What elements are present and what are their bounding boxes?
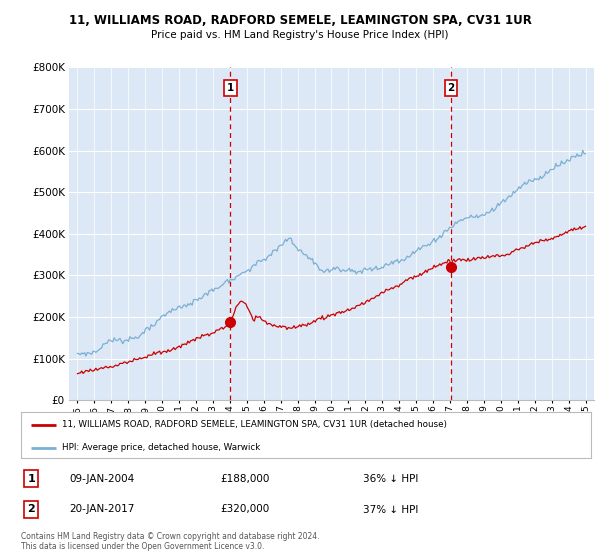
Text: £188,000: £188,000 — [221, 474, 270, 484]
Text: 20-JAN-2017: 20-JAN-2017 — [70, 505, 135, 515]
Text: Price paid vs. HM Land Registry's House Price Index (HPI): Price paid vs. HM Land Registry's House … — [151, 30, 449, 40]
Text: 1: 1 — [28, 474, 35, 484]
Text: 37% ↓ HPI: 37% ↓ HPI — [363, 505, 418, 515]
Text: 1: 1 — [227, 83, 234, 93]
Text: £320,000: £320,000 — [221, 505, 270, 515]
Text: HPI: Average price, detached house, Warwick: HPI: Average price, detached house, Warw… — [62, 444, 260, 452]
Text: 09-JAN-2004: 09-JAN-2004 — [70, 474, 134, 484]
Text: 36% ↓ HPI: 36% ↓ HPI — [363, 474, 418, 484]
Text: 2: 2 — [28, 505, 35, 515]
Text: 11, WILLIAMS ROAD, RADFORD SEMELE, LEAMINGTON SPA, CV31 1UR: 11, WILLIAMS ROAD, RADFORD SEMELE, LEAMI… — [68, 14, 532, 27]
Text: 11, WILLIAMS ROAD, RADFORD SEMELE, LEAMINGTON SPA, CV31 1UR (detached house): 11, WILLIAMS ROAD, RADFORD SEMELE, LEAMI… — [62, 420, 447, 429]
Text: 2: 2 — [447, 83, 455, 93]
Text: Contains HM Land Registry data © Crown copyright and database right 2024.
This d: Contains HM Land Registry data © Crown c… — [21, 532, 320, 552]
